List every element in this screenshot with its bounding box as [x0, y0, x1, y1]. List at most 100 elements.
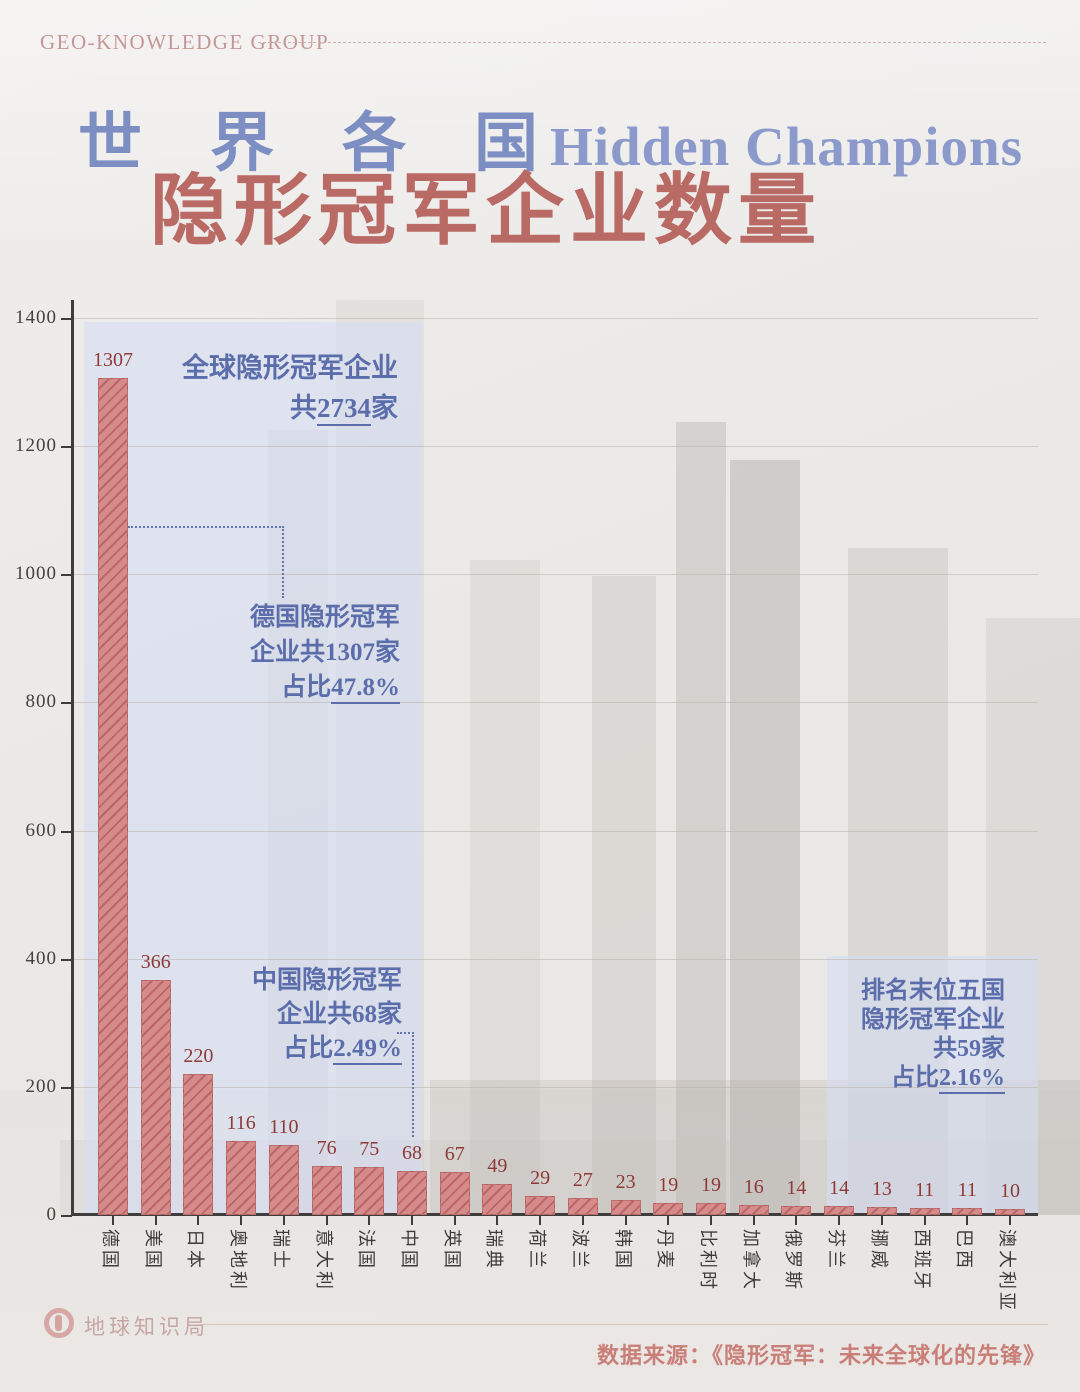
x-axis-category-label: 荷兰 [527, 1229, 548, 1271]
footer-divider-line [200, 1324, 1048, 1325]
bar-value-label: 110 [269, 1115, 299, 1138]
x-axis-category-label: 比利时 [697, 1229, 718, 1292]
y-axis-tick-label: 800 [25, 691, 57, 713]
x-axis-tick [795, 1216, 798, 1225]
bar-美国 [140, 980, 171, 1215]
x-axis-category-label: 瑞士 [270, 1229, 291, 1271]
annotation-line: 占比47.8% [250, 670, 400, 705]
y-axis-tick [61, 1215, 72, 1217]
bar-意大利 [311, 1166, 342, 1215]
x-axis-category-label: 中国 [398, 1229, 419, 1271]
gridline [73, 318, 1038, 319]
bar-英国 [439, 1172, 470, 1215]
x-axis-category-label: 芬兰 [826, 1229, 847, 1271]
bar-value-label: 23 [615, 1171, 636, 1194]
china-connector-horizontal [397, 1032, 414, 1034]
x-axis-tick [923, 1216, 926, 1225]
annotation-line: 共59家 [933, 1036, 1005, 1062]
bar-value-label: 75 [359, 1137, 380, 1160]
bar-韩国 [610, 1200, 641, 1215]
y-axis-line [71, 300, 74, 1215]
bar-value-label: 16 [743, 1175, 764, 1198]
gridline [73, 446, 1038, 448]
gridline [73, 830, 1038, 832]
bar-加拿大 [738, 1204, 769, 1215]
x-axis-category-label: 法国 [356, 1229, 377, 1271]
bar-日本 [183, 1074, 214, 1215]
y-axis-tick [61, 446, 72, 449]
bar-奥地利 [226, 1140, 257, 1215]
y-axis-tick [61, 574, 72, 577]
x-axis-category-label: 英国 [441, 1229, 462, 1271]
annotation-germany: 德国隐形冠军 企业共1307家 占比47.8% [250, 600, 400, 705]
bar-瑞士 [268, 1144, 299, 1215]
x-axis-tick [496, 1216, 499, 1225]
annotation-line: 中国隐形冠军 [251, 967, 402, 994]
x-axis-tick [282, 1216, 285, 1225]
x-axis-category-label: 丹麦 [655, 1229, 676, 1271]
bar-value-label: 19 [658, 1173, 679, 1196]
x-axis-category-label: 意大利 [313, 1229, 334, 1292]
y-axis-tick-label: 600 [25, 819, 57, 841]
x-axis-tick [410, 1216, 413, 1225]
title-cn-prefix: 世 界 各 国 [78, 108, 564, 179]
bar-value-label: 366 [140, 951, 171, 974]
bar-value-label: 67 [444, 1143, 465, 1166]
annotation-line: 占比2.49% [252, 1032, 402, 1066]
x-axis-category-label: 西班牙 [911, 1229, 932, 1292]
annotation-bottom-five: 排名末位五国 隐形冠军企业 共59家 占比2.16% [861, 977, 1005, 1094]
x-axis-category-label: 挪威 [868, 1229, 889, 1271]
bar-丹麦 [653, 1202, 684, 1215]
y-axis-tick [61, 958, 72, 961]
bar-德国 [98, 377, 128, 1215]
brand-dashed-line [258, 42, 1046, 43]
x-axis-category-label: 巴西 [954, 1229, 975, 1271]
x-axis-tick [368, 1216, 371, 1225]
x-axis-tick [752, 1216, 755, 1225]
bar-波兰 [567, 1197, 598, 1215]
y-axis-tick [61, 830, 72, 833]
bar-value-label: 1307 [93, 348, 133, 371]
bar-value-label: 49 [487, 1154, 508, 1177]
x-axis-tick [709, 1216, 712, 1225]
bar-value-label: 29 [530, 1167, 551, 1190]
y-axis-tick-label: 0 [46, 1204, 57, 1225]
gridline [73, 702, 1038, 704]
y-axis-tick-label: 1400 [15, 307, 57, 328]
x-axis-category-label: 瑞典 [484, 1229, 505, 1271]
data-source-text: 数据来源：《隐形冠军：未来全球化的先锋》 [596, 1343, 1046, 1368]
bar-中国 [396, 1171, 427, 1215]
x-axis-tick [154, 1216, 157, 1225]
x-axis-category-label: 波兰 [569, 1229, 590, 1271]
annotation-line: 企业共68家 [276, 1001, 402, 1028]
y-axis-tick [61, 1086, 72, 1089]
x-axis-tick [197, 1216, 200, 1225]
x-axis-category-label: 韩国 [612, 1229, 633, 1271]
page-title-main: 隐形冠军企业数量 [150, 167, 823, 254]
y-axis-tick-label: 400 [25, 947, 57, 969]
x-axis-tick [325, 1216, 328, 1225]
bar-西班牙 [909, 1207, 940, 1215]
x-axis-tick [453, 1216, 456, 1225]
bar-比利时 [695, 1202, 726, 1215]
gridline [73, 1086, 1038, 1088]
x-axis-category-label: 美国 [142, 1229, 163, 1271]
x-axis-category-label: 加拿大 [740, 1229, 761, 1292]
y-axis-tick-label: 200 [25, 1075, 57, 1097]
bar-value-label: 11 [914, 1178, 935, 1201]
annotation-line: 共2734家 [182, 388, 398, 428]
x-axis-category-label: 德国 [100, 1229, 120, 1271]
china-connector-vertical [412, 1032, 414, 1137]
annotation-global-total: 全球隐形冠军企业 共2734家 [182, 348, 398, 428]
x-axis-tick [581, 1216, 584, 1225]
bar-value-label: 10 [999, 1179, 1020, 1202]
germany-connector-vertical [282, 526, 284, 598]
gridline [73, 574, 1038, 576]
bar-瑞典 [482, 1183, 513, 1215]
bar-value-label: 76 [316, 1137, 337, 1160]
bar-挪威 [866, 1206, 897, 1215]
x-axis-tick [1008, 1216, 1011, 1225]
annotation-line: 占比2.16% [861, 1064, 1005, 1094]
publisher-name: 地球知识局 [84, 1315, 209, 1339]
